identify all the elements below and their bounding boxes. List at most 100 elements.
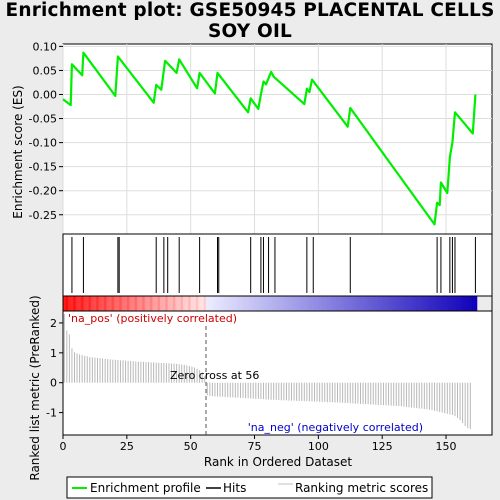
colorbar-cell: [160, 296, 164, 311]
colorbar-cell: [392, 296, 396, 311]
colorbar-cell: [415, 296, 419, 311]
colorbar-cell: [259, 296, 263, 311]
colorbar-cell: [170, 296, 174, 311]
colorbar-cell: [106, 296, 110, 311]
colorbar-cell: [249, 296, 253, 311]
colorbar-cell: [343, 296, 348, 311]
colorbar-cell: [121, 296, 125, 311]
colorbar-cell: [361, 296, 365, 311]
colorbar-cell: [154, 296, 159, 311]
colorbar-cell: [68, 296, 72, 311]
colorbar-cell: [175, 296, 179, 311]
colorbar-cell: [446, 296, 450, 311]
colorbar-cell: [195, 296, 199, 311]
colorbar-cell: [172, 296, 176, 311]
colorbar-cell: [333, 296, 337, 311]
colorbar-cell: [78, 296, 82, 311]
colorbar-cell: [129, 296, 133, 311]
colorbar-cell: [142, 296, 146, 311]
colorbar-cell: [435, 296, 439, 311]
x-tick-label: 0: [60, 440, 67, 453]
colorbar-cell: [244, 296, 248, 311]
colorbar-cell: [471, 296, 475, 311]
x-axis-label: Rank in Ordered Dataset: [204, 455, 352, 469]
colorbar-cell: [119, 296, 123, 311]
colorbar-cell: [236, 296, 240, 311]
colorbar-cell: [318, 296, 322, 311]
colorbar-cell: [96, 296, 100, 311]
colorbar-cell: [208, 296, 212, 311]
metric-panel-frame: [62, 310, 493, 436]
colorbar-cell: [400, 296, 404, 311]
colorbar-cell: [428, 296, 432, 311]
colorbar-cell: [371, 296, 376, 311]
zero-cross-label: Zero cross at 56: [170, 369, 259, 382]
colorbar-cell: [346, 296, 350, 311]
colorbar-cell: [144, 296, 148, 311]
colorbar-cell: [101, 296, 105, 311]
colorbar-cell: [177, 296, 182, 311]
colorbar-cell: [73, 296, 77, 311]
colorbar-cell: [162, 296, 166, 311]
colorbar-cell: [453, 296, 457, 311]
colorbar-cell: [83, 296, 87, 311]
colorbar-cell: [80, 296, 85, 311]
colorbar-cell: [124, 296, 128, 311]
colorbar-cell: [458, 296, 462, 311]
colorbar-cell: [257, 296, 261, 311]
colorbar-cell: [183, 296, 187, 311]
colorbar-cell: [331, 296, 335, 311]
es-ytick-label: -0.25: [29, 209, 57, 222]
colorbar-cell: [430, 296, 434, 311]
colorbar-cell: [407, 296, 411, 311]
colorbar-cell: [402, 296, 406, 311]
colorbar-cell: [451, 296, 455, 311]
legend-metric-label: Ranking metric scores: [295, 481, 428, 495]
x-tick-label: 75: [248, 440, 262, 453]
colorbar-cell: [251, 296, 256, 311]
x-tick-label: 100: [308, 440, 329, 453]
colorbar-cell: [228, 296, 233, 311]
legend-box: [66, 476, 433, 499]
colorbar-cell: [323, 296, 327, 311]
colorbar-cell: [203, 296, 207, 311]
colorbar-cell: [287, 296, 291, 311]
colorbar-cell: [387, 296, 391, 311]
colorbar-cell: [326, 296, 330, 311]
es-ytick-label: -0.10: [29, 137, 57, 150]
colorbar-cell: [70, 296, 74, 311]
colorbar-cell: [131, 296, 136, 311]
colorbar-cell: [417, 296, 422, 311]
colorbar-cell: [412, 296, 416, 311]
legend-es-label: Enrichment profile: [90, 481, 201, 495]
colorbar-cell: [297, 296, 302, 311]
colorbar-cell: [341, 296, 345, 311]
colorbar-cell: [126, 296, 130, 311]
colorbar-cell: [313, 296, 317, 311]
colorbar-cell: [211, 296, 215, 311]
colorbar-cell: [254, 296, 258, 311]
enrichment-profile-line: [62, 51, 477, 226]
colorbar-cell: [108, 296, 113, 311]
colorbar-cell: [188, 296, 192, 311]
colorbar-cell: [198, 296, 202, 311]
colorbar-cell: [274, 296, 279, 311]
neg-correlated-label: 'na_neg' (negatively correlated): [248, 421, 423, 434]
colorbar-cell: [262, 296, 266, 311]
colorbar-cell: [397, 296, 401, 311]
colorbar-cell: [282, 296, 286, 311]
colorbar-cell: [295, 296, 299, 311]
colorbar-cell: [223, 296, 228, 311]
colorbar-cell: [394, 296, 399, 311]
colorbar-cell: [423, 296, 427, 311]
colorbar-cell: [139, 296, 143, 311]
x-tick-label: 125: [372, 440, 393, 453]
colorbar-cell: [206, 296, 210, 311]
colorbar-cell: [167, 296, 171, 311]
colorbar-cell: [349, 296, 353, 311]
colorbar-cell: [308, 296, 312, 311]
colorbar-cell: [351, 296, 355, 311]
colorbar-cell: [366, 296, 371, 311]
colorbar-cell: [310, 296, 314, 311]
